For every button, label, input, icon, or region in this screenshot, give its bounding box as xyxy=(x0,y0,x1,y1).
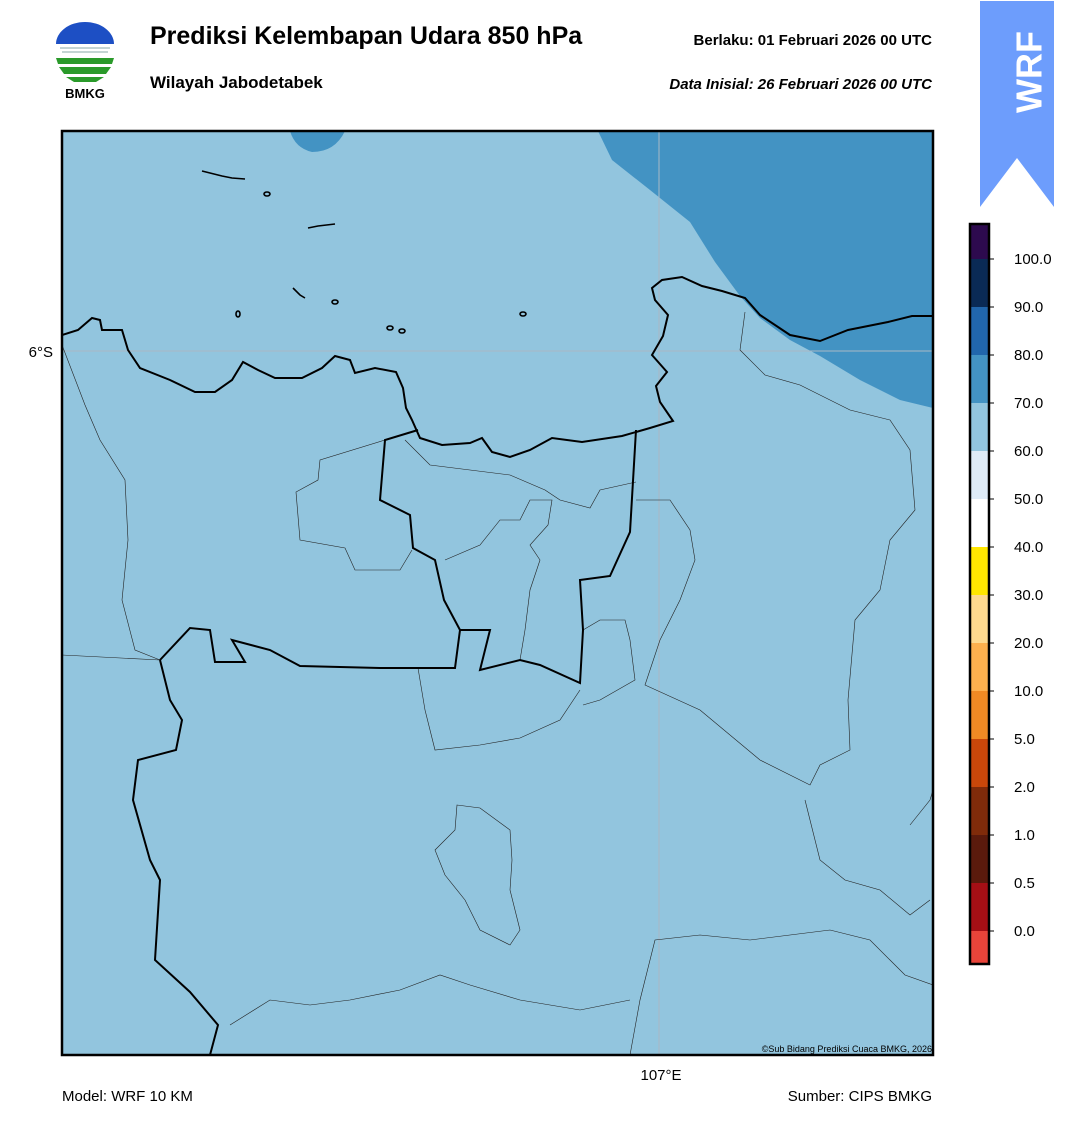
colorbar-tick-label: 100.0 xyxy=(1014,251,1052,268)
colorbar-segment xyxy=(970,595,989,643)
colorbar-segment xyxy=(970,307,989,355)
colorbar-segment xyxy=(970,355,989,403)
colorbar: 0.0 0.5 1.0 2.0 5.0 10.0 20.0 30.0 40.0 50.0 60.0 7… xyxy=(968,222,1052,966)
lon-label: 107°E xyxy=(640,1067,681,1084)
colorbar-tick-label: 90.0 xyxy=(1014,299,1043,316)
init-time: Data Inisial: 26 Februari 2026 00 UTC xyxy=(669,76,933,93)
colorbar-tick-label: 2.0 xyxy=(1014,779,1035,796)
badge-text: WRF xyxy=(1009,31,1050,113)
map: ©Sub Bidang Prediksi Cuaca BMKG, 2026 xyxy=(62,131,933,1055)
colorbar-segment xyxy=(970,259,989,307)
colorbar-segment xyxy=(970,739,989,787)
colorbar-segment xyxy=(970,883,989,931)
logo-label: BMKG xyxy=(65,86,105,101)
colorbar-segment xyxy=(970,547,989,595)
footer-source: Sumber: CIPS BMKG xyxy=(788,1088,932,1105)
colorbar-frame xyxy=(968,222,991,966)
colorbar-segment xyxy=(970,835,989,883)
colorbar-segment xyxy=(970,643,989,691)
colorbar-tick-label: 80.0 xyxy=(1014,347,1043,364)
footer-model: Model: WRF 10 KM xyxy=(62,1088,193,1105)
map-frame xyxy=(60,129,935,1057)
colorbar-segment xyxy=(970,451,989,499)
colorbar-tick-label: 1.0 xyxy=(1014,827,1035,844)
colorbar-tick-label: 0.0 xyxy=(1014,923,1035,940)
colorbar-tick-label: 30.0 xyxy=(1014,587,1043,604)
subtitle: Wilayah Jabodetabek xyxy=(150,73,323,92)
colorbar-tick-label: 10.0 xyxy=(1014,683,1043,700)
badge: WRF xyxy=(980,1,1054,207)
colorbar-segment xyxy=(970,787,989,835)
colorbar-tick-label: 50.0 xyxy=(1014,491,1043,508)
colorbar-segment xyxy=(970,224,989,259)
colorbar-segment xyxy=(970,499,989,547)
title: Prediksi Kelembapan Udara 850 hPa xyxy=(150,22,583,50)
colorbar-tick-label: 0.5 xyxy=(1014,875,1035,892)
colorbar-tick-label: 70.0 xyxy=(1014,395,1043,412)
credit: ©Sub Bidang Prediksi Cuaca BMKG, 2026 xyxy=(762,1044,932,1054)
logo: BMKG xyxy=(56,22,114,101)
colorbar-tick-label: 5.0 xyxy=(1014,731,1035,748)
colorbar-segment xyxy=(970,403,989,451)
colorbar-tick-label: 40.0 xyxy=(1014,539,1043,556)
colorbar-segment xyxy=(970,691,989,739)
lat-label: 6°S xyxy=(29,344,53,361)
colorbar-segment xyxy=(970,931,989,964)
colorbar-tick-label: 60.0 xyxy=(1014,443,1043,460)
valid-time: Berlaku: 01 Februari 2026 00 UTC xyxy=(694,32,933,49)
colorbar-tick-label: 20.0 xyxy=(1014,635,1043,652)
